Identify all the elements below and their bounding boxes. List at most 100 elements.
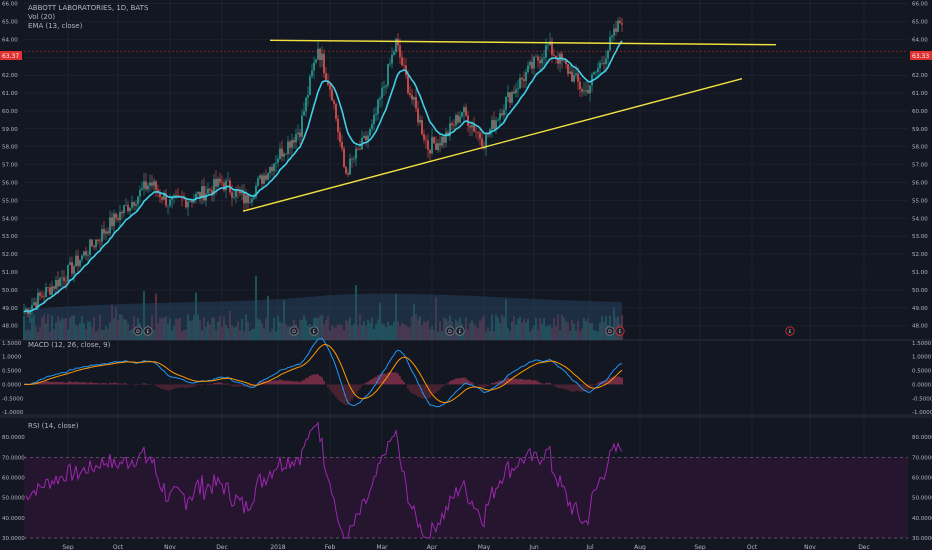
event-marker-label: D (136, 329, 140, 335)
volume-bar (483, 315, 485, 340)
candle-body (523, 79, 525, 81)
candle-body (287, 141, 289, 154)
candle-body (409, 93, 411, 96)
macd-histogram-bar (579, 384, 581, 392)
volume-bar (165, 316, 167, 340)
candle-body (595, 71, 597, 73)
candle-body (431, 137, 433, 154)
macd-histogram-bar (455, 378, 457, 385)
volume-bar (479, 320, 481, 340)
macd-histogram-bar (311, 374, 313, 385)
macd-histogram-bar (309, 375, 311, 385)
candle-body (65, 280, 67, 282)
y-tick-label-left: 50.00 (2, 288, 18, 294)
candle-body (575, 73, 577, 75)
candle-body (115, 213, 117, 219)
macd-histogram-bar (441, 384, 443, 388)
volume-bar (551, 327, 553, 340)
candle-body (465, 107, 467, 116)
macd-histogram-bar (43, 381, 45, 385)
candle-body (213, 179, 215, 195)
candle-body (377, 99, 379, 114)
candle-body (557, 58, 559, 64)
candle-body (349, 158, 351, 175)
event-marker-dividend (133, 326, 143, 336)
x-tick-label: Jun (528, 544, 539, 550)
volume-bar (231, 325, 233, 340)
y-tick-label-left: 52.00 (2, 252, 18, 258)
candle-body (303, 111, 305, 116)
event-marker-dividend (445, 326, 455, 336)
volume-bar (41, 317, 43, 340)
macd-histogram-bar (159, 384, 161, 389)
x-tick-label: Dec (858, 544, 870, 550)
volume-bar (163, 317, 165, 340)
macd-histogram-bar (373, 377, 375, 385)
macd-histogram-bar (227, 383, 229, 385)
volume-bar (519, 316, 521, 340)
volume-bar (93, 316, 95, 340)
macd-histogram-bar (213, 382, 215, 385)
volume-bar (311, 331, 313, 340)
macd-tick-right: -0.5000 (912, 396, 932, 402)
volume-bar (273, 317, 275, 340)
event-marker-earnings (143, 326, 153, 336)
volume-bar (221, 326, 223, 340)
macd-histogram-bar (191, 384, 193, 388)
volume-bar (45, 323, 47, 340)
y-tick-label-right: 66.00 (912, 2, 928, 8)
volume-bar (409, 326, 411, 340)
macd-histogram-bar (481, 384, 483, 388)
candle-body (133, 201, 135, 206)
macd-histogram-bar (315, 374, 317, 385)
volume-bar (599, 322, 601, 340)
candle-body (159, 192, 161, 198)
candle-body (171, 197, 173, 200)
y-tick-label-left: 55.00 (2, 198, 18, 204)
trendline-resistance (269, 39, 777, 46)
y-tick-label-right: 64.00 (912, 37, 928, 43)
x-tick-label: Sep (694, 544, 706, 550)
volume-bar (207, 321, 209, 340)
candle-body (55, 279, 57, 289)
candle-body (485, 133, 487, 149)
candle-body (123, 205, 125, 214)
candle-body (407, 75, 409, 94)
volume-bar (73, 315, 75, 340)
candle-body (561, 53, 563, 61)
candle-body (527, 65, 529, 73)
macd-histogram-bar (371, 379, 373, 385)
macd-histogram-bar (533, 380, 535, 385)
volume-bar (417, 319, 419, 340)
macd-histogram-bar (67, 381, 69, 385)
candle-body (277, 158, 279, 163)
macd-histogram-bar (115, 382, 117, 385)
macd-histogram-bar (193, 384, 195, 387)
macd-histogram-bar (341, 384, 343, 403)
volume-bar (265, 318, 267, 340)
macd-histogram-bar (95, 382, 97, 385)
candle-body (219, 178, 221, 183)
volume-bar (31, 317, 33, 340)
volume-bar (53, 329, 55, 340)
candle-body (423, 134, 425, 140)
volume-bar (289, 326, 291, 340)
candle-body (497, 119, 499, 121)
macd-histogram-bar (157, 384, 159, 387)
volume-bar (473, 323, 475, 340)
y-tick-label-right: 62.00 (912, 73, 928, 79)
candle-body (339, 132, 341, 142)
macd-histogram-bar (435, 384, 437, 393)
candle-body (209, 188, 211, 191)
volume-bar (495, 314, 497, 340)
volume-bar (111, 304, 113, 340)
candle-body (111, 217, 113, 227)
macd-histogram-bar (485, 384, 487, 387)
candle-body (305, 97, 307, 112)
y-tick-label-right: 59.00 (912, 127, 928, 133)
macd-histogram-bar (299, 382, 301, 385)
macd-histogram-bar (295, 381, 297, 385)
macd-histogram-bar (59, 381, 61, 385)
candle-body (61, 277, 63, 279)
